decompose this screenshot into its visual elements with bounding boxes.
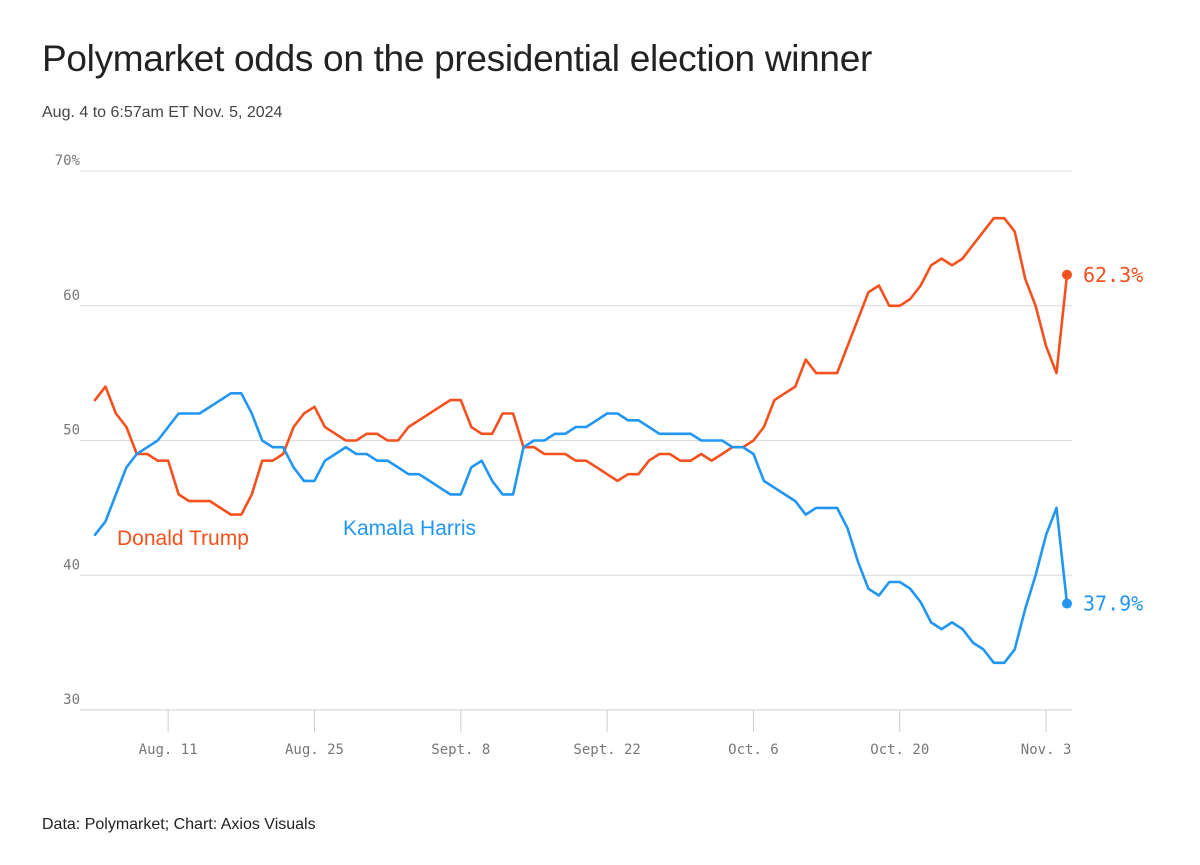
chart-title: Polymarket odds on the presidential elec… [42,38,873,79]
x-tick-label-3: Sept. 22 [573,742,640,758]
label-layer: 62.3% 37.9% Donald Trump Kamala Harris [117,263,1143,616]
grid-layer: 70% 60 50 40 30 [55,153,1072,711]
y-tick-label-60: 60 [63,288,80,304]
series-line-kamala-harris [93,392,1069,665]
source-note: Data: Polymarket; Chart: Axios Visuals [42,816,316,833]
series-end-marker-kamala-harris [1062,598,1072,609]
y-tick-label-30: 30 [63,692,80,708]
x-tick-label-5: Oct. 20 [870,742,929,758]
y-tick-label-50: 50 [63,423,80,439]
series-layer [93,216,1072,665]
series-end-marker-donald-trump [1062,269,1072,280]
x-tick-label-1: Aug. 25 [285,742,344,758]
x-tick-label-4: Oct. 6 [728,742,779,758]
x-tick-label-0: Aug. 11 [139,742,198,758]
series-annotation-kamala-harris: Kamala Harris [343,517,476,540]
x-axis-ticks: Aug. 11 Aug. 25 Sept. 8 Sept. 22 Oct. 6 Oct. … [139,710,1072,758]
y-tick-label-70: 70% [55,153,81,169]
series-end-label-donald-trump: 62.3% [1083,263,1143,287]
series-annotation-donald-trump: Donald Trump [117,527,249,550]
chart-subtitle: Aug. 4 to 6:57am ET Nov. 5, 2024 [42,104,283,121]
y-tick-label-40: 40 [63,557,80,573]
series-end-label-kamala-harris: 37.9% [1083,592,1143,616]
x-tick-label-2: Sept. 8 [431,742,490,758]
series-line-donald-trump [93,216,1069,516]
x-tick-label-6: Nov. 3 [1021,742,1072,758]
